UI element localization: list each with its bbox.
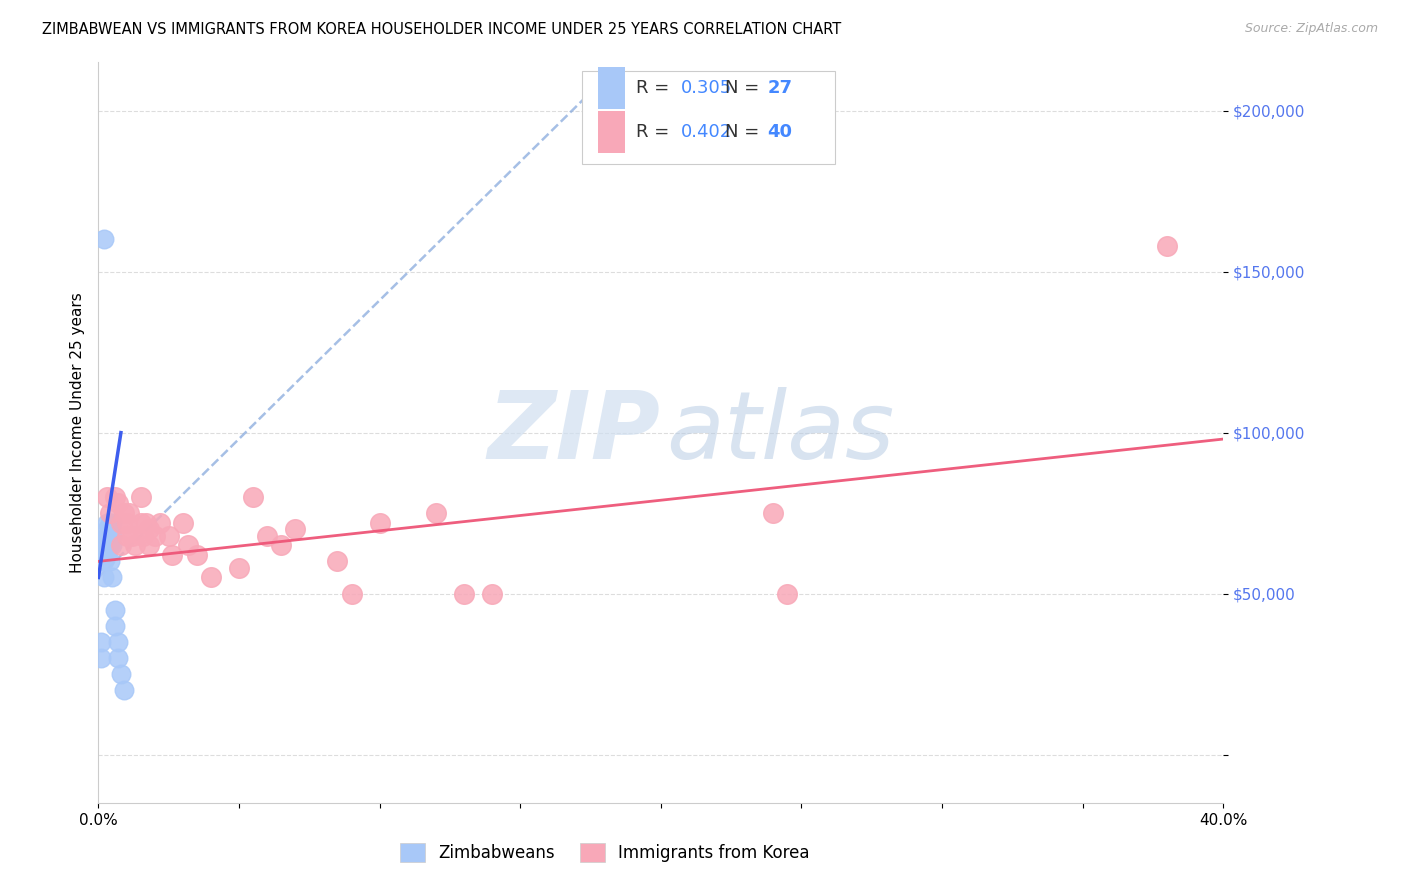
Text: 27: 27 xyxy=(768,79,793,97)
Point xyxy=(776,586,799,600)
Point xyxy=(228,561,250,575)
Point xyxy=(132,528,155,542)
Text: 40: 40 xyxy=(768,123,793,141)
Point xyxy=(101,538,124,552)
Legend: Zimbabweans, Immigrants from Korea: Zimbabweans, Immigrants from Korea xyxy=(394,836,815,869)
Point xyxy=(143,528,166,542)
Point xyxy=(104,602,127,616)
Point xyxy=(172,516,194,530)
Point xyxy=(110,538,132,552)
Point xyxy=(96,528,118,542)
Point xyxy=(107,651,129,665)
Text: R =: R = xyxy=(636,79,675,97)
FancyBboxPatch shape xyxy=(598,67,624,109)
Point xyxy=(93,232,115,246)
Point xyxy=(135,516,157,530)
Point xyxy=(425,506,447,520)
Point xyxy=(93,538,115,552)
Point xyxy=(481,586,503,600)
Point xyxy=(110,516,132,530)
Point xyxy=(326,554,349,568)
Point xyxy=(186,548,208,562)
Point xyxy=(98,516,121,530)
Point xyxy=(98,554,121,568)
Text: ZIMBABWEAN VS IMMIGRANTS FROM KOREA HOUSEHOLDER INCOME UNDER 25 YEARS CORRELATIO: ZIMBABWEAN VS IMMIGRANTS FROM KOREA HOUS… xyxy=(42,22,841,37)
Text: atlas: atlas xyxy=(666,387,894,478)
Point xyxy=(762,506,785,520)
Point xyxy=(101,528,124,542)
Point xyxy=(90,635,112,649)
Point xyxy=(96,522,118,536)
Point xyxy=(242,490,264,504)
Point xyxy=(104,490,127,504)
Point xyxy=(138,522,160,536)
Point xyxy=(129,490,152,504)
Text: N =: N = xyxy=(725,79,765,97)
Point xyxy=(112,506,135,520)
Point xyxy=(107,496,129,510)
Point xyxy=(98,538,121,552)
Point xyxy=(107,635,129,649)
Text: 0.402: 0.402 xyxy=(681,123,733,141)
Point xyxy=(124,538,146,552)
Point xyxy=(96,538,118,552)
Point xyxy=(96,528,118,542)
Point xyxy=(453,586,475,600)
Point xyxy=(200,570,222,584)
Point xyxy=(96,548,118,562)
Point xyxy=(256,528,278,542)
Point xyxy=(101,516,124,530)
Point xyxy=(157,528,180,542)
Point xyxy=(284,522,307,536)
Point xyxy=(93,570,115,584)
Point xyxy=(90,651,112,665)
Text: N =: N = xyxy=(725,123,765,141)
Point xyxy=(340,586,363,600)
Point xyxy=(121,528,143,542)
Y-axis label: Householder Income Under 25 years: Householder Income Under 25 years xyxy=(69,293,84,573)
FancyBboxPatch shape xyxy=(598,111,624,153)
Point xyxy=(101,570,124,584)
Point xyxy=(1156,239,1178,253)
Point xyxy=(115,528,138,542)
Point xyxy=(98,522,121,536)
Point xyxy=(160,548,183,562)
Text: 0.305: 0.305 xyxy=(681,79,733,97)
Point xyxy=(98,506,121,520)
Point xyxy=(138,538,160,552)
Point xyxy=(93,554,115,568)
Point xyxy=(149,516,172,530)
Text: R =: R = xyxy=(636,123,675,141)
Point xyxy=(368,516,391,530)
Point xyxy=(96,516,118,530)
Point xyxy=(104,619,127,633)
Point xyxy=(129,516,152,530)
Text: Source: ZipAtlas.com: Source: ZipAtlas.com xyxy=(1244,22,1378,36)
Point xyxy=(110,667,132,681)
Point xyxy=(270,538,292,552)
Point xyxy=(115,516,138,530)
Point xyxy=(177,538,200,552)
Point xyxy=(118,506,141,520)
Point xyxy=(98,538,121,552)
Text: ZIP: ZIP xyxy=(488,386,661,479)
FancyBboxPatch shape xyxy=(582,71,835,164)
Point xyxy=(112,683,135,698)
Point xyxy=(96,490,118,504)
